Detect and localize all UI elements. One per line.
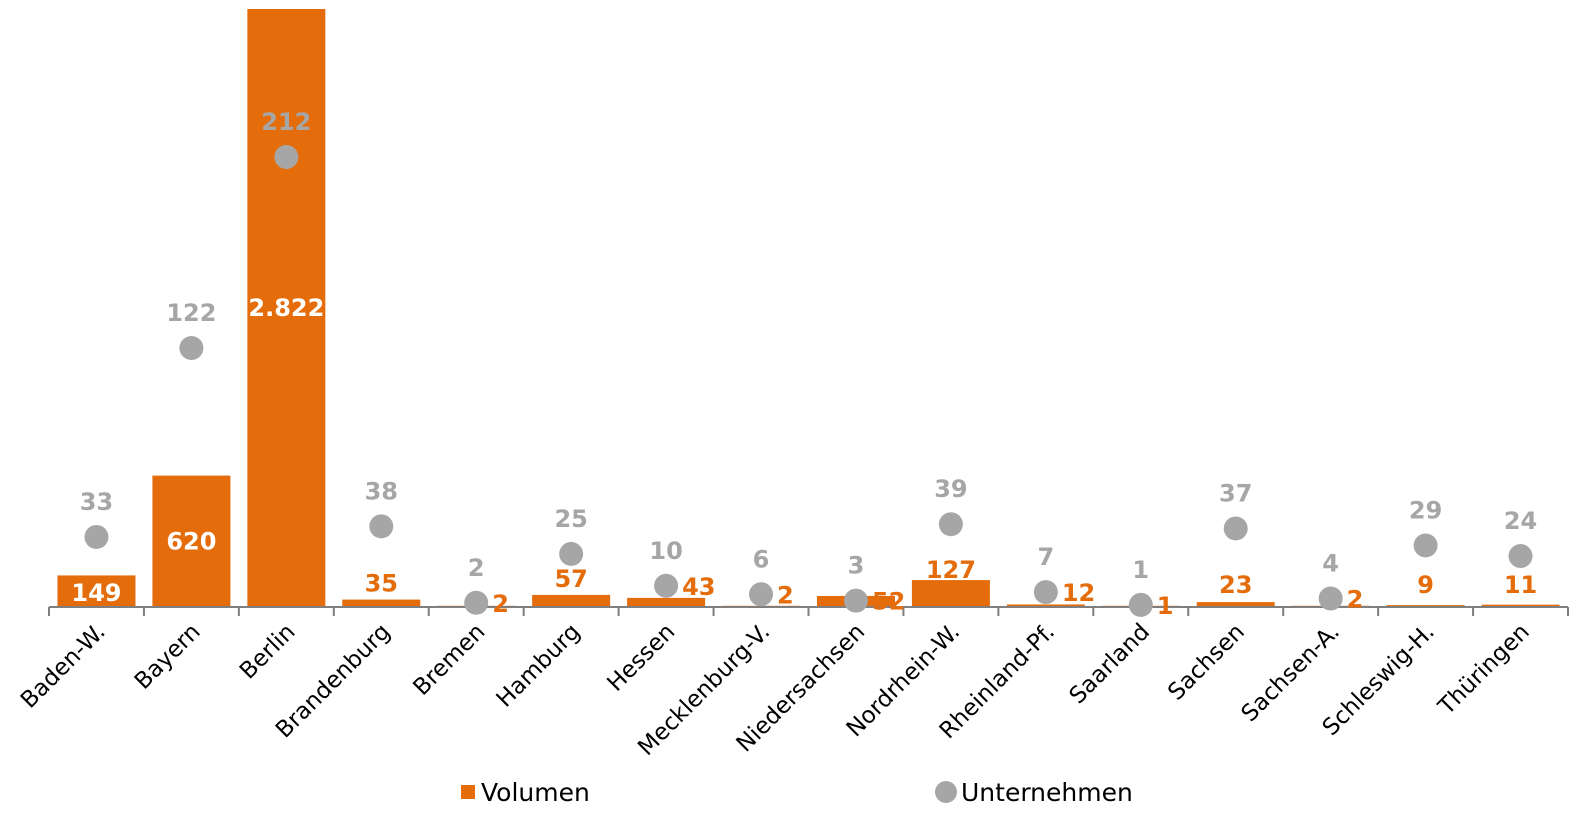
volumen-label: 1 [1157, 592, 1174, 620]
unternehmen-label: 29 [1409, 496, 1442, 524]
unternehmen-label: 7 [1037, 543, 1054, 571]
unternehmen-label: 4 [1322, 550, 1339, 578]
unternehmen-dot [464, 590, 489, 615]
legend-volumen: Volumen [461, 776, 590, 808]
volumen-label: 9 [1417, 571, 1434, 599]
unternehmen-label: 3 [848, 552, 865, 580]
volumen-label: 52 [872, 588, 905, 616]
unternehmen-label: 2 [468, 554, 485, 582]
bar [247, 9, 326, 607]
unternehmen-dot [179, 336, 204, 361]
category-label: Thüringen [1433, 619, 1535, 721]
bar [342, 599, 421, 607]
unternehmen-dot [274, 145, 299, 169]
bar [627, 597, 706, 607]
category-label: Bremen [408, 619, 490, 701]
unternehmen-dot [1128, 592, 1153, 617]
unternehmen-dot [654, 573, 679, 598]
legend-volumen-label: Volumen [481, 777, 590, 807]
legend-unternehmen-swatch [935, 781, 957, 803]
volumen-label: 149 [71, 579, 121, 607]
unternehmen-dot [1033, 580, 1058, 605]
dot-series-unternehmen [84, 145, 1533, 617]
unternehmen-dot [1413, 533, 1438, 558]
legend-unternehmen-label: Unternehmen [961, 777, 1133, 807]
unternehmen-label: 38 [365, 477, 398, 505]
unternehmen-label: 10 [649, 537, 682, 565]
unternehmen-dot [1318, 586, 1343, 611]
unternehmen-label: 24 [1504, 507, 1537, 535]
unternehmen-dot [369, 514, 394, 539]
category-label: Saarland [1065, 619, 1155, 709]
unternehmen-dot [938, 512, 963, 537]
unternehmen-data-labels: 33 122 212 38 2 25 10 6 3 39 7 1 37 4 29 24 [80, 108, 1537, 584]
volumen-label: 35 [365, 570, 398, 598]
bar [532, 594, 611, 607]
volumen-label: 620 [166, 527, 216, 555]
bar [1481, 604, 1560, 607]
bar [911, 580, 990, 607]
unternehmen-label: 1 [1132, 556, 1149, 584]
legend-unternehmen: Unternehmen [935, 776, 1133, 808]
volumen-label: 57 [554, 565, 587, 593]
unternehmen-label: 122 [166, 299, 216, 327]
category-label: Hamburg [492, 619, 586, 713]
bar [57, 575, 136, 607]
unternehmen-label: 6 [753, 545, 770, 573]
bar [1196, 602, 1275, 607]
unternehmen-label: 33 [80, 488, 113, 516]
volumen-label: 2 [777, 581, 794, 609]
volumen-label: 2.822 [248, 294, 324, 322]
unternehmen-dot [559, 541, 584, 566]
unternehmen-label: 212 [261, 108, 311, 136]
x-axis [48, 606, 1569, 616]
category-label: Berlin [235, 619, 301, 685]
volumen-label: 11 [1504, 571, 1537, 599]
category-label: Bayern [130, 619, 206, 695]
unternehmen-dot [749, 582, 774, 607]
unternehmen-dot [1508, 544, 1533, 569]
volumen-label: 2 [492, 590, 509, 618]
category-label: Baden-W. [16, 619, 111, 714]
volumen-label: 2 [1347, 586, 1364, 614]
unternehmen-label: 25 [554, 505, 587, 533]
unternehmen-label: 39 [934, 475, 967, 503]
bar [152, 475, 231, 607]
volumen-label: 127 [926, 556, 976, 584]
bar [1006, 604, 1085, 607]
unternehmen-dot [84, 524, 109, 549]
unternehmen-dot [843, 588, 868, 613]
volumen-label: 12 [1062, 579, 1095, 607]
unternehmen-dot [1223, 516, 1248, 541]
volumen-label: 43 [682, 573, 715, 601]
unternehmen-label: 37 [1219, 479, 1252, 507]
volumen-label: 23 [1219, 571, 1252, 599]
bar-series-volumen [57, 9, 1560, 607]
legend-volumen-swatch [461, 785, 475, 799]
category-label: Sachsen [1163, 619, 1250, 706]
category-label: Hessen [602, 619, 680, 697]
